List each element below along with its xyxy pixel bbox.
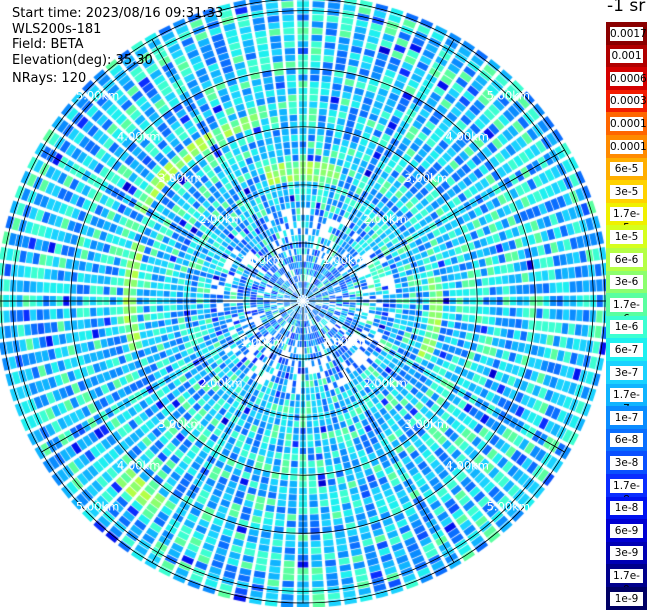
colorbar-tick-label: 3e-9 (610, 546, 643, 561)
colorbar-tick-label: 6e-6 (610, 252, 643, 267)
azimuth-spoke (302, 39, 455, 302)
colorbar-cell: 6e-9 (606, 519, 647, 543)
colorbar-cell: 1.7e-5 (606, 202, 647, 234)
start-time-text: Start time: 2023/08/16 09:31:33 (12, 6, 224, 21)
colorbar-cell: 0.00017 (606, 112, 647, 136)
colorbar-tick-label: 1e-9 (610, 591, 643, 606)
colorbar-tick-label: 0.0003 (610, 94, 647, 109)
range-ring-label: 5.00km (487, 499, 530, 513)
colorbar-tick-label: 6e-8 (610, 433, 643, 448)
azimuth-spoke (151, 300, 304, 563)
colorbar-cell: 0.001 (606, 44, 647, 68)
range-ring-label: 3.00km (158, 171, 201, 185)
range-ring-label: 5.00km (76, 499, 119, 513)
colorbar-cell: 6e-5 (606, 157, 647, 181)
colorbar-cell: 1e-5 (606, 225, 647, 249)
range-ring-label: 2.00km (363, 376, 406, 390)
range-ring-label: 1.00km (240, 335, 283, 349)
range-ring-label: 4.00km (117, 458, 160, 472)
colorbar-tick-label: 0.001 (610, 49, 643, 64)
azimuth-spoke (41, 300, 304, 453)
colorbar-tick-label: 1.7e-8 (610, 478, 643, 506)
colorbar-tick-label: 0.0017 (610, 26, 647, 41)
colorbar-cell: 1.7e-9 (606, 564, 647, 596)
colorbar-tick-label: 6e-7 (610, 342, 643, 357)
azimuth-spoke (151, 39, 304, 302)
colorbar-tick-label: 3e-5 (610, 184, 643, 199)
colorbar-cell: 0.0003 (606, 89, 647, 113)
colorbar-cell: 1e-6 (606, 315, 647, 339)
colorbar-tick-label: 3e-7 (610, 365, 643, 380)
range-ring-label: 5.00km (76, 89, 119, 103)
colorbar-cell: 1e-8 (606, 496, 647, 520)
range-ring-label: 4.00km (446, 130, 489, 144)
colorbar-tick-label: 6e-5 (610, 162, 643, 177)
colorbar-tick-label: 1.7e-6 (610, 297, 643, 325)
colorbar-tick-label: 1e-5 (610, 229, 643, 244)
colorbar-cell: 3e-7 (606, 361, 647, 385)
colorbar-tick-label: 1.7e-5 (610, 207, 643, 234)
colorbar-cell: 3e-8 (606, 451, 647, 475)
azimuth-spoke (41, 149, 304, 302)
colorbar-tick-label: 1.7e-9 (610, 568, 643, 596)
colorbar-tick-label: 0.0001 (610, 139, 647, 154)
range-ring-label: 1.00km (322, 253, 365, 267)
colorbar-cell: 0.0006 (606, 67, 647, 91)
range-ring-label: 2.00km (199, 212, 242, 226)
azimuth-spoke (302, 300, 565, 453)
range-ring-label: 4.00km (446, 458, 489, 472)
colorbar-cell: 0.0017 (606, 22, 647, 46)
colorbar-cell: 3e-5 (606, 180, 647, 204)
center-marker-spoke (302, 297, 309, 302)
nrays-text: NRays: 120 (12, 71, 87, 86)
instrument-text: WLS200s-181 (12, 22, 102, 37)
field-text: Field: BETA (12, 37, 84, 52)
range-ring-label: 5.00km (487, 89, 530, 103)
colorbar-tick-label: 1e-6 (610, 320, 643, 335)
colorbar-cell: 6e-7 (606, 338, 647, 362)
colorbar-cell: 1.7e-6 (606, 293, 647, 325)
colorbar-tick-label: 1.7e-7 (610, 388, 643, 415)
range-ring-label: 4.00km (117, 130, 160, 144)
colorbar-cell: 6e-6 (606, 248, 647, 272)
colorbar-cell: 3e-6 (606, 270, 647, 294)
range-ring-label: 3.00km (404, 171, 447, 185)
colorbar-cell: 1.7e-8 (606, 474, 647, 506)
colorbar-tick-label: 6e-9 (610, 523, 643, 538)
colorbar-tick-label: 1e-8 (610, 501, 643, 516)
colorbar-tick-label: 0.0006 (610, 71, 647, 86)
range-ring-label: 1.00km (322, 335, 365, 349)
elevation-text: Elevation(deg): 35.30 (12, 53, 153, 68)
range-ring-label: 3.00km (404, 417, 447, 431)
colorbar-unit: -1 sr (607, 0, 646, 16)
colorbar-cell: 1e-9 (606, 587, 647, 611)
range-ring-label: 3.00km (158, 417, 201, 431)
colorbar-cell: 0.0001 (606, 135, 647, 159)
colorbar-cell: 6e-8 (606, 428, 647, 452)
range-ring-label: 2.00km (363, 212, 406, 226)
colorbar-tick-label: 3e-6 (610, 275, 643, 290)
colorbar-cell: 1.7e-7 (606, 383, 647, 415)
colorbar-tick-label: 1e-7 (610, 410, 643, 425)
range-ring-label: 1.00km (240, 253, 283, 267)
azimuth-spoke (302, 149, 565, 302)
azimuth-spoke (302, 300, 455, 563)
colorbar-tick-label: 0.00017 (610, 116, 647, 131)
colorbar-tick-label: 3e-8 (610, 455, 643, 470)
colorbar-cell: 1e-7 (606, 406, 647, 430)
colorbar-cell: 3e-9 (606, 541, 647, 565)
range-ring-label: 2.00km (199, 376, 242, 390)
